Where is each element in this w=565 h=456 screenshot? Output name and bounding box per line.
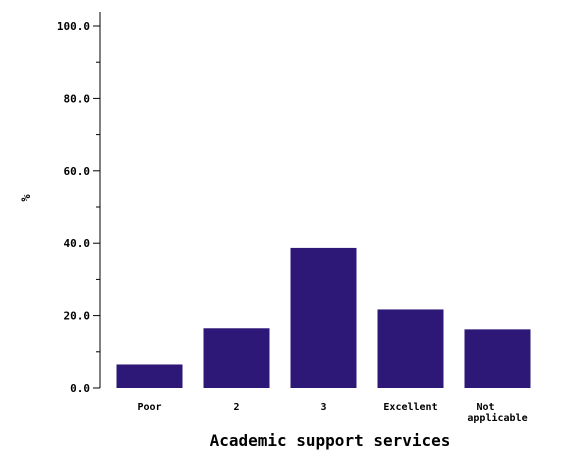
x-tick-label: Excellent — [383, 402, 437, 413]
y-tick-label: 80.0 — [64, 92, 91, 105]
y-axis: 0.0 20.0 40.0 60.0 80.0 100.0 — [57, 12, 101, 395]
bar — [203, 328, 270, 388]
y-tick-label: 20.0 — [64, 310, 91, 323]
y-tick-label: 40.0 — [64, 237, 91, 250]
y-axis-title: % — [19, 194, 33, 202]
y-tick-label: 0.0 — [70, 382, 90, 395]
x-axis-title: Academic support services — [210, 431, 451, 450]
y-tick-label: 60.0 — [64, 165, 91, 178]
x-tick-label: Not — [476, 402, 494, 413]
bar — [464, 329, 531, 388]
bars — [116, 247, 531, 388]
x-tick-label: applicable — [467, 412, 527, 424]
y-tick-label: 100.0 — [57, 20, 90, 33]
bar — [116, 364, 183, 388]
bar — [377, 309, 444, 388]
x-tick-label: Poor — [137, 402, 161, 413]
x-tick-label: 2 — [233, 402, 239, 413]
x-tick-label: 3 — [320, 402, 326, 413]
bar — [290, 247, 357, 388]
